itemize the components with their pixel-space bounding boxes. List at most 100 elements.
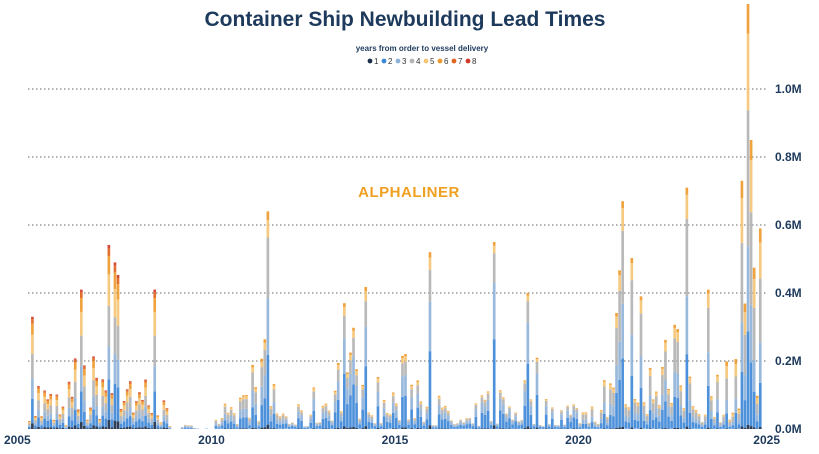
bar-segment-4 [153,335,157,367]
bar-segment-2 [92,409,95,426]
bar-segment-2 [728,426,732,429]
bar-segment-4 [34,420,37,424]
bar-segment-6 [633,399,637,401]
bar-segment-6 [116,284,120,300]
bar-segment-1 [101,426,105,429]
bar-segment-5 [364,291,368,302]
bar-segment-6 [599,410,603,411]
bar-segment-6 [404,354,407,357]
bar-segment-5 [737,410,741,414]
bar-segment-6 [128,384,132,389]
bar-segment-2 [419,416,423,429]
bar-segment-6 [76,410,80,413]
bar-segment-4 [691,409,695,417]
bar-segment-6 [165,409,169,412]
bar-segment-6 [615,312,618,317]
bar-segment-6 [428,252,432,258]
bar-segment-7 [153,292,157,298]
bar-segment-2 [89,423,92,428]
bar-segment-7 [83,366,86,370]
bar-segment-5 [144,387,147,396]
bar-segment-2 [560,420,563,429]
y-tick-label: 0.8M [775,150,802,164]
bar-segment-6 [153,297,157,312]
bar-segment-3 [297,411,300,419]
bar-segment-5 [599,410,603,413]
bar-segment-3 [98,424,101,427]
bar-segment-5 [346,374,349,379]
bar-segment-4 [446,412,450,416]
bar-segment-4 [349,360,352,374]
bar-segment-4 [489,421,493,423]
bar-segment-2 [64,427,68,429]
bar-segment-5 [242,396,245,400]
bar-segment-4 [104,403,108,412]
bar-segment-5 [480,396,484,398]
bar-segment-6 [113,272,117,290]
bar-segment-5 [740,198,744,243]
bar-segment-4 [254,392,257,404]
bar-segment-6 [688,376,692,379]
bar-segment-5 [79,311,83,336]
bar-segment-4 [122,410,126,417]
bar-segment-6 [636,402,640,404]
bar-segment-1 [419,428,423,429]
bar-segment-3 [758,342,762,383]
bar-segment-3 [31,378,34,399]
bar-segment-2 [333,412,337,429]
bar-segment-5 [245,396,248,400]
bar-segment-4 [422,422,426,424]
bar-segment-3 [220,422,224,426]
bar-segment-4 [606,418,609,423]
bar-segment-3 [688,400,692,413]
bar-segment-4 [575,409,579,413]
bar-segment-4 [676,342,680,375]
bar-segment-4 [251,372,254,391]
bar-segment-1 [706,427,710,429]
bar-segment-1 [153,422,157,429]
bar-segment-3 [468,420,472,424]
bar-segment-6 [642,402,646,404]
bar-segment-6 [46,401,50,405]
bar-segment-4 [248,419,251,423]
bar-segment-2 [404,396,407,428]
bar-segment-3 [529,405,533,415]
bar-segment-2 [101,415,105,427]
bar-segment-1 [266,424,270,429]
bar-segment-2 [104,418,108,428]
bar-segment-1 [113,420,117,429]
bar-segment-3 [495,424,499,427]
bar-segment-4 [101,395,105,407]
bar-segment-5 [385,413,389,415]
bar-segment-1 [486,428,490,429]
bar-segment-3 [303,426,306,428]
bar-segment-5 [147,409,150,414]
bar-segment-3 [508,411,511,419]
bar-segment-6 [58,415,62,417]
bar-segment-3 [609,403,612,415]
bar-segment-2 [734,412,738,429]
bar-segment-3 [572,409,576,418]
bar-segment-4 [554,424,557,426]
bar-segment-8 [138,392,141,394]
bar-segment-4 [517,421,520,423]
bar-segment-4 [746,110,750,247]
bar-segment-3 [422,423,426,426]
bar-segment-4 [401,363,404,377]
bar-segment-1 [685,426,689,429]
bar-segment-4 [431,425,435,427]
bar-segment-4 [183,425,187,427]
bar-segment-6 [98,419,101,421]
bar-segment-2 [391,412,395,429]
bar-segment-2 [61,422,65,428]
bar-segment-4 [370,416,374,420]
bar-segment-2 [235,427,239,429]
bar-segment-6 [86,420,89,422]
bar-segment-2 [284,423,288,429]
bar-segment-7 [156,415,160,416]
bar-segment-3 [538,425,542,427]
bar-segment-1 [352,426,355,429]
bar-segment-3 [612,406,615,417]
bar-segment-2 [443,418,447,429]
bar-segment-2 [245,417,248,429]
